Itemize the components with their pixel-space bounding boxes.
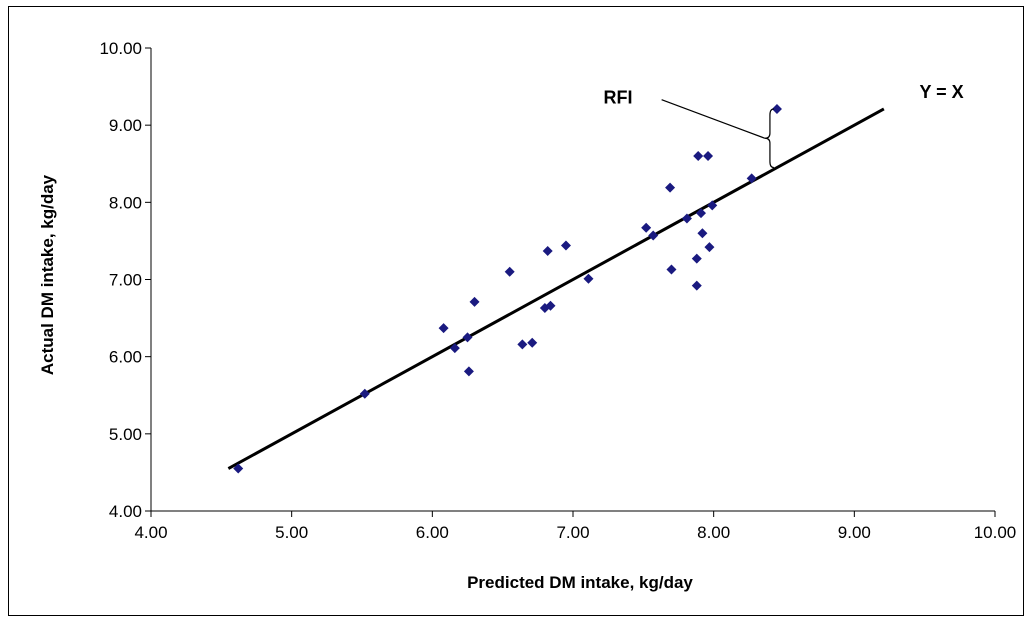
y-equals-x-line <box>227 107 885 470</box>
data-point <box>438 323 449 334</box>
rfi-brace <box>764 108 774 169</box>
x-tick-label: 10.00 <box>974 523 1017 542</box>
x-tick-label: 7.00 <box>556 523 589 542</box>
data-point <box>359 388 370 399</box>
y-axis-title: Actual DM intake, kg/day <box>38 174 57 375</box>
data-point <box>641 222 652 233</box>
data-point <box>696 208 707 219</box>
data-point <box>665 182 676 193</box>
data-points <box>233 103 782 474</box>
axes: 4.00 5.00 6.00 7.00 8.00 9.00 10.00 4.00 5.00 6.0… <box>99 39 1016 542</box>
data-point <box>666 264 677 275</box>
y-tick-label: 7.00 <box>109 271 142 290</box>
scatter-chart: 4.00 5.00 6.00 7.00 8.00 9.00 10.00 4.00 5.00 6.0… <box>38 39 1016 592</box>
data-point <box>693 151 704 162</box>
data-point <box>504 266 515 277</box>
x-tick-label: 9.00 <box>838 523 871 542</box>
y-tick-label: 5.00 <box>109 425 142 444</box>
data-point <box>463 366 474 377</box>
y-equals-x-label: Y = X <box>919 82 963 102</box>
x-tick-label: 5.00 <box>275 523 308 542</box>
data-point <box>542 245 553 256</box>
data-point <box>704 242 715 253</box>
x-axis-title: Predicted DM intake, kg/day <box>467 573 693 592</box>
reference-line-group <box>227 107 885 470</box>
y-tick-label: 8.00 <box>109 193 142 212</box>
y-tick-label: 10.00 <box>99 39 142 58</box>
data-point <box>703 151 714 162</box>
data-point <box>560 240 571 251</box>
data-point <box>691 253 702 264</box>
data-point <box>469 296 480 307</box>
data-point <box>681 213 692 224</box>
rfi-label: RFI <box>604 88 633 108</box>
x-tick-label: 4.00 <box>134 523 167 542</box>
rfi-leader-line <box>661 99 766 139</box>
data-point <box>233 463 244 474</box>
data-point <box>583 273 594 284</box>
data-point <box>697 228 708 239</box>
data-point <box>746 173 757 184</box>
y-tick-label: 9.00 <box>109 116 142 135</box>
data-point <box>691 280 702 291</box>
data-point <box>707 200 718 211</box>
x-tick-label: 8.00 <box>697 523 730 542</box>
annotations: Y = X RFI <box>604 82 964 169</box>
data-point <box>462 332 473 343</box>
data-point <box>648 230 659 241</box>
data-point <box>527 337 538 348</box>
data-point <box>517 339 528 350</box>
data-point <box>449 343 460 354</box>
y-tick-label: 6.00 <box>109 348 142 367</box>
chart-frame: 4.00 5.00 6.00 7.00 8.00 9.00 10.00 4.00 5.00 6.0… <box>8 6 1024 616</box>
y-tick-label: 4.00 <box>109 502 142 521</box>
data-point <box>545 300 556 311</box>
x-tick-label: 6.00 <box>416 523 449 542</box>
data-point <box>771 103 782 114</box>
